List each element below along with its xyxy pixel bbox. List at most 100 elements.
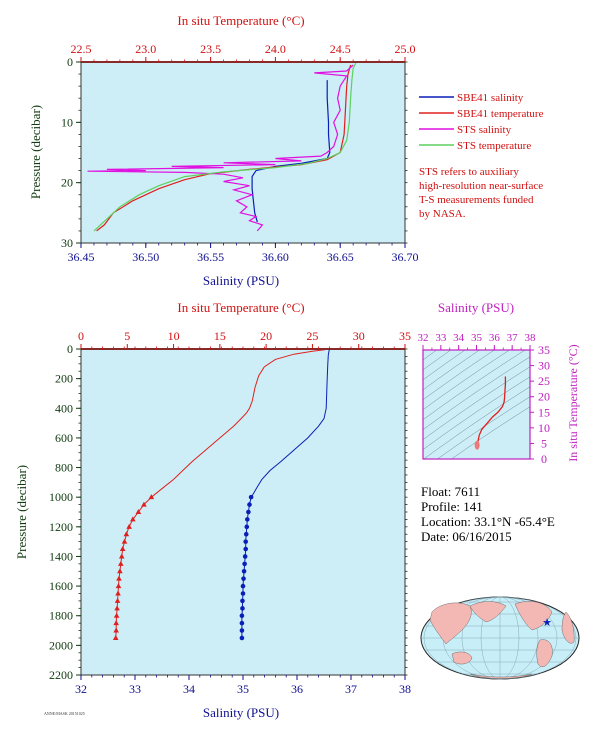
data-point-temperature [113,627,119,633]
tick-label-left: 1200 [49,520,73,534]
tick-label-top: 5 [124,329,130,343]
data-point-temperature [116,575,122,581]
location: Location: 33.1°N -65.4°E [421,514,555,529]
data-point-temperature [123,531,130,537]
tick-label-top: 23.0 [135,42,156,56]
tick-label-left: 2200 [49,668,73,682]
tick-label-top: 30 [353,329,365,343]
data-point-salinity [239,635,245,641]
tick-label-bottom: 36 [291,682,303,696]
data-point-temperature [115,590,121,596]
tick-label-top: 15 [214,329,226,343]
tick-label-right: 25 [538,374,550,388]
tick-label-top: 20 [260,329,272,343]
float-location-star-icon: ★ [542,617,552,629]
data-point-temperature [121,538,128,544]
map-land-europe-africa [561,611,575,644]
tick-label-right: 15 [538,405,550,419]
legend-label-sbe41-temperature: SBE41 temperature [457,108,544,120]
profile-date: Date: 06/16/2015 [421,529,512,544]
top-plot-frame [80,61,406,244]
tick-label-left: 0 [67,342,73,356]
tick-label-left: 1400 [49,549,73,563]
tick-label-left: 200 [55,372,73,386]
profile-plot-series [112,348,330,641]
density-contour-line [423,350,466,381]
series-line-sbe-salinity [251,80,331,223]
tick-label-right: 10 [538,421,550,435]
float-info: Float: 7611 Profile: 141 Location: 33.1°… [421,484,555,544]
legend-label-sbe41-salinity: SBE41 salinity [457,92,524,104]
tick-label-right: 5 [541,436,547,450]
data-point-temperature [113,620,119,626]
data-point-salinity [244,524,250,530]
density-contour-line [423,350,526,421]
data-point-salinity [245,517,250,522]
tick-label-bottom: 36.60 [262,250,289,264]
data-point-salinity [243,546,248,552]
tick-label-left: 10 [61,115,73,129]
tick-label-right: 0 [541,452,547,466]
sts-note-line-3: T-S measurements funded [419,194,534,206]
ts-salinity-axis-label: Salinity (PSU) [438,300,514,315]
tick-label-top: 36 [489,332,501,344]
tick-label-bottom: 34 [183,682,195,696]
density-contour-line [423,350,452,371]
data-point-temperature [115,583,122,589]
data-point-salinity [248,494,254,500]
density-contour-line [423,366,530,440]
tick-label-right: 35 [538,343,550,357]
data-point-salinity [239,628,245,633]
density-contour-line [423,350,510,411]
tick-label-top: 34 [453,332,465,344]
profile-pressure-axis-label: Pressure (decibar) [14,465,29,559]
tick-label-left: 2000 [49,638,73,652]
tick-label-top: 25.0 [395,42,416,56]
world-map: ★ [420,596,580,680]
top-plot-salinity-axis-label: Salinity (PSU) [203,273,279,288]
top-plot-pressure-axis-label: Pressure (decibar) [28,105,43,199]
ts-deep-cluster [474,440,480,450]
top-plot-axes: 22.5 23.0 23.5 24.0 24.5 25.0 36.45 36.50 36.55 3… [61,42,419,264]
data-point-salinity [246,509,251,515]
data-point-temperature [119,546,126,552]
tick-label-left: 0 [67,55,73,69]
legend-label-sts-temperature: STS temperature [457,140,531,152]
legend: SBE41 salinity SBE41 temperature STS sal… [419,92,544,220]
tick-label-left: 1000 [49,490,73,504]
data-point-temperature [118,560,124,566]
map-land [429,601,575,679]
tick-label-left: 1600 [49,579,73,593]
data-point-salinity [240,591,246,596]
data-point-temperature [130,516,136,522]
tick-label-top: 24.0 [265,42,286,56]
map-land-antarctica [469,673,533,679]
tick-label-top: 37 [507,332,519,344]
data-point-salinity [239,620,245,626]
tick-label-left: 1800 [49,609,73,623]
tick-label-bottom: 36.65 [327,250,354,264]
map-land-asia-east [469,601,507,623]
top-plot-area [81,62,405,243]
tick-label-top: 24.5 [330,42,351,56]
data-point-salinity [241,576,246,581]
map-meridian [423,596,577,680]
profile-plot-area [81,349,405,675]
profile-salinity-axis-label: Salinity (PSU) [203,705,279,720]
tick-label-bottom: 36.55 [197,250,224,264]
series-line-sts-temperature [93,62,357,232]
data-point-salinity [247,502,252,507]
tick-label-left: 30 [61,236,73,250]
sts-note-line-4: by NASA. [419,208,466,220]
data-point-salinity [242,554,248,559]
data-point-temperature [148,494,155,500]
tick-label-top: 25 [306,329,318,343]
density-contour-line [423,350,495,401]
data-point-salinity [243,531,249,537]
tick-label-left: 400 [55,401,73,415]
data-point-salinity [240,583,246,589]
tick-label-top: 32 [418,332,429,344]
density-contour-line [437,396,530,459]
series-line-temperature [115,348,327,639]
